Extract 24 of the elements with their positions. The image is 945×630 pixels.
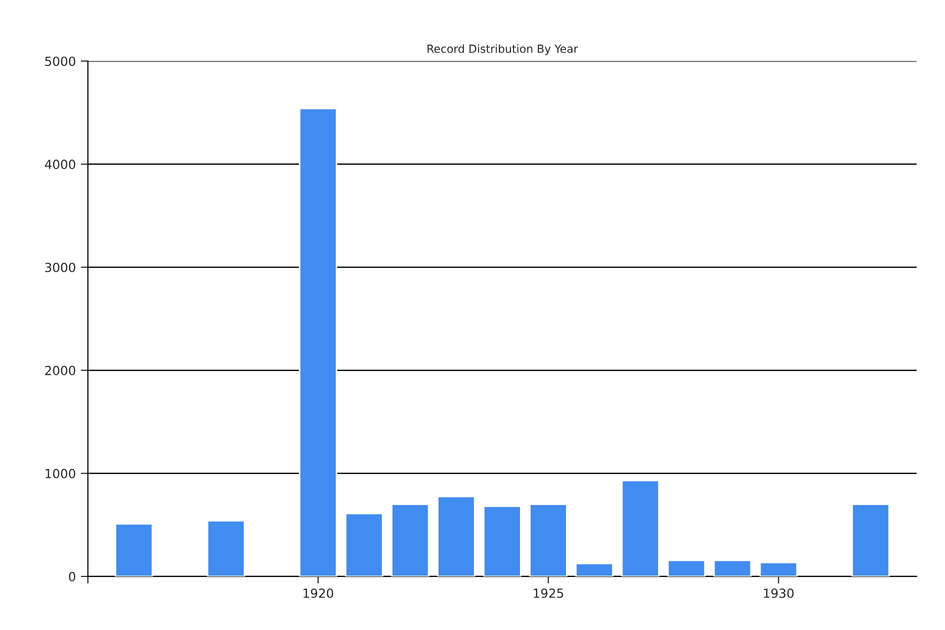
bar: [298, 108, 338, 576]
bar: [575, 562, 614, 576]
bar: [667, 560, 706, 576]
x-tick-label: 1925: [534, 588, 564, 598]
bar: [759, 562, 798, 576]
chart-title: Record Distribution By Year: [428, 44, 578, 56]
y-tick-label: 4000: [44, 160, 76, 170]
bar: [483, 506, 522, 576]
y-tick-label: 1000: [46, 468, 76, 478]
bar: [345, 512, 384, 576]
y-tick-label: 2000: [45, 366, 76, 376]
bar: [621, 480, 660, 576]
x-tick-label: 1930: [764, 588, 794, 598]
bar: [206, 520, 246, 576]
bar: [391, 504, 430, 576]
bar: [437, 496, 476, 576]
y-tick-label: 0: [68, 572, 76, 582]
x-tick-label: 1920: [304, 588, 334, 598]
bar: [851, 504, 890, 576]
y-tick-label: 3000: [45, 262, 76, 272]
bar: [713, 560, 752, 576]
bar: [529, 504, 568, 576]
bar: [114, 523, 154, 576]
y-tick-label: 5000: [45, 56, 76, 66]
